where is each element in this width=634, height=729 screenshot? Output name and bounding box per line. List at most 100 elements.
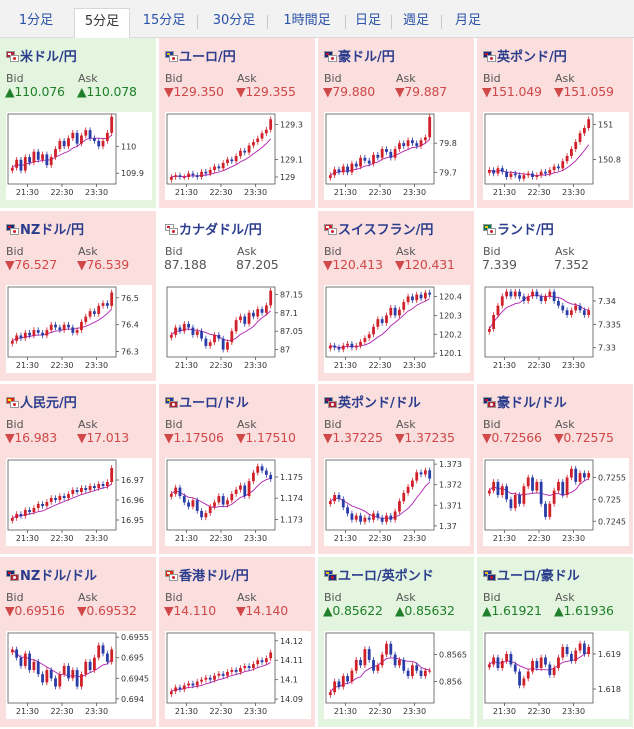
candle-body xyxy=(509,654,513,665)
pair-title[interactable]: ユーロ/豪ドル xyxy=(483,565,580,584)
tab-3[interactable]: 30分足 xyxy=(212,13,256,28)
candle-body xyxy=(367,649,371,660)
bid-label: Bid xyxy=(6,72,24,85)
pair-name: 英ポンド/円 xyxy=(497,50,567,65)
mini-candlestick-chart[interactable]: 87.15 87.1 87.05 87 21:30 22:30 23:30 xyxy=(165,285,311,373)
mini-candlestick-chart[interactable]: 7.34 7.335 7.33 21:30 22:30 23:30 xyxy=(483,285,629,373)
pair-title[interactable]: 香港ドル/円 xyxy=(165,565,249,584)
candle-body xyxy=(376,154,380,158)
rate-card[interactable]: 英ポンド/ドル Bid Ask ▼1.37225 ▼1.37235 1.373 1.372 1… xyxy=(318,384,474,554)
mini-candlestick-chart[interactable]: 79.8 79.7 21:30 22:30 23:30 xyxy=(324,112,470,200)
ask-label: Ask xyxy=(396,72,416,85)
pair-title[interactable]: ユーロ/英ポンド xyxy=(324,565,434,584)
mini-candlestick-chart[interactable]: 76.5 76.4 76.3 21:30 22:30 23:30 xyxy=(6,285,152,373)
candle-body xyxy=(84,130,88,136)
x-tick-label: 23:30 xyxy=(562,188,585,197)
candle-body xyxy=(428,116,432,138)
candle-body xyxy=(32,330,36,336)
pair-title[interactable]: 豪ドル/円 xyxy=(324,46,395,65)
rate-card[interactable]: カナダドル/円 Bid Ask 87.188 87.205 87.15 87.1 87.05 8… xyxy=(159,211,315,381)
rate-card[interactable]: 英ポンド/円 Bid Ask ▼151.049 ▼151.059 151 150.8 21:3… xyxy=(477,38,633,208)
mini-candlestick-chart[interactable]: 1.373 1.372 1.371 1.37 21:30 22:30 23:30 xyxy=(324,458,470,546)
rate-card[interactable]: ユーロ/英ポンド Bid Ask ▲0.85622 ▲0.85632 0.8565 0.85… xyxy=(318,557,474,727)
ask-label: Ask xyxy=(78,591,98,604)
pair-title[interactable]: 英ポンド/円 xyxy=(483,46,567,65)
pair-title[interactable]: 人民元/円 xyxy=(6,392,77,411)
pair-title[interactable]: ユーロ/円 xyxy=(165,46,236,65)
candle-body xyxy=(58,140,62,149)
candle-body xyxy=(45,502,49,506)
candle-body xyxy=(337,169,341,173)
mini-candlestick-chart[interactable]: 0.8565 0.856 21:30 22:30 23:30 xyxy=(324,631,470,719)
pair-title[interactable]: カナダドル/円 xyxy=(165,219,262,238)
pair-title[interactable]: NZドル/ドル xyxy=(6,565,97,584)
tab-5[interactable]: 日足 xyxy=(354,13,381,28)
mini-candlestick-chart[interactable]: 110 109.9 21:30 22:30 23:30 xyxy=(6,112,152,200)
candle-body xyxy=(557,301,560,306)
flag-icon xyxy=(165,397,178,408)
rate-card[interactable]: 香港ドル/円 Bid Ask ▼14.110 ▼14.140 14.12 14.11 14.1… xyxy=(159,557,315,727)
candle-body xyxy=(260,309,264,313)
mini-candlestick-chart[interactable]: 120.4 120.3 120.2 120.1 21:30 22:30 23:30 xyxy=(324,285,470,373)
rate-card[interactable]: 豪ドル/ドル Bid Ask ▼0.72566 ▼0.72575 0.7255 0.725 0… xyxy=(477,384,633,554)
x-tick-label: 21:30 xyxy=(16,534,39,543)
candle-body xyxy=(500,296,504,306)
rate-card[interactable]: ユーロ/円 Bid Ask ▼129.350 ▼129.355 129.3 129.1 129… xyxy=(159,38,315,208)
candle-body xyxy=(526,296,530,301)
pair-title[interactable]: スイスフラン/円 xyxy=(324,219,433,238)
candle-body xyxy=(204,171,208,174)
rate-card[interactable]: スイスフラン/円 Bid Ask ▼120.413 ▼120.431 120.4 120.3… xyxy=(318,211,474,381)
candle-body xyxy=(385,515,388,522)
chart-background xyxy=(483,631,629,719)
rate-card[interactable]: NZドル/円 Bid Ask ▼76.527 ▼76.539 76.5 76.4 76.3 21… xyxy=(0,211,156,381)
pair-title[interactable]: ランド/円 xyxy=(483,219,554,238)
rate-card[interactable]: ユーロ/豪ドル Bid Ask ▲1.61921 ▲1.61936 1.619 1.618 2… xyxy=(477,557,633,727)
y-tick-label: 151 xyxy=(598,121,613,130)
candle-body xyxy=(49,157,53,166)
moving-average-line xyxy=(330,481,431,519)
bid-label: Bid xyxy=(165,591,183,604)
pair-title[interactable]: 英ポンド/ドル xyxy=(324,392,421,411)
tab-1[interactable]: 5分足 xyxy=(74,8,130,38)
candle-body xyxy=(105,653,109,662)
mini-candlestick-chart[interactable]: 16.97 16.96 16.95 21:30 22:30 23:30 xyxy=(6,458,152,546)
bid-value: ▼14.110 xyxy=(164,603,216,618)
mini-candlestick-chart[interactable]: 129.3 129.1 129 21:30 22:30 23:30 xyxy=(165,112,311,200)
pair-title[interactable]: 豪ドル/ドル xyxy=(483,392,567,411)
tab-4[interactable]: 1時間足 xyxy=(283,13,331,28)
mini-candlestick-chart[interactable]: 0.6955 0.695 0.6945 0.694 21:30 22:30 23:30 xyxy=(6,631,152,719)
rate-card[interactable]: ランド/円 Bid Ask 7.339 7.352 7.34 7.335 7.33 21:30 2… xyxy=(477,211,633,381)
mini-candlestick-chart[interactable]: 1.175 1.174 1.173 21:30 22:30 23:30 xyxy=(165,458,311,546)
rate-card[interactable]: 人民元/円 Bid Ask ▼16.983 ▼17.013 16.97 16.96 16.95… xyxy=(0,384,156,554)
tab-6[interactable]: 週足 xyxy=(402,13,429,28)
pair-title[interactable]: 米ドル/円 xyxy=(6,46,77,65)
mini-candlestick-chart[interactable]: 151 150.8 21:30 22:30 23:30 xyxy=(483,112,629,200)
candle-body xyxy=(350,513,354,520)
tab-2[interactable]: 15分足 xyxy=(142,13,186,28)
pair-name: 米ドル/円 xyxy=(20,50,77,65)
candle-body xyxy=(587,647,591,654)
mini-candlestick-chart[interactable]: 0.7255 0.725 0.7245 21:30 22:30 23:30 xyxy=(483,458,629,546)
candle-body xyxy=(552,166,556,170)
mini-candlestick-chart[interactable]: 1.619 1.618 21:30 22:30 23:30 xyxy=(483,631,629,719)
pair-title[interactable]: ユーロ/ドル xyxy=(165,392,249,411)
candle-body xyxy=(518,175,521,179)
candle-body xyxy=(187,173,190,177)
bid-label: Bid xyxy=(324,245,342,258)
rate-card[interactable]: 米ドル/円 Bid Ask ▲110.076 ▲110.078 110 109.9 21:30… xyxy=(0,38,156,208)
rate-card[interactable]: NZドル/ドル Bid Ask ▼0.69516 ▼0.69532 0.6955 0.695… xyxy=(0,557,156,727)
candle-body xyxy=(49,498,53,502)
tab-0[interactable]: 1分足 xyxy=(18,13,54,28)
candle-body xyxy=(561,481,565,495)
pair-title[interactable]: NZドル/円 xyxy=(6,219,84,238)
rate-card[interactable]: ユーロ/ドル Bid Ask ▼1.17506 ▼1.17510 1.175 1.174 1.… xyxy=(159,384,315,554)
tab-7[interactable]: 月足 xyxy=(454,13,481,28)
candle-body xyxy=(187,323,190,328)
candle-body xyxy=(398,143,401,149)
candle-body xyxy=(548,291,552,297)
mini-candlestick-chart[interactable]: 14.12 14.11 14.1 14.09 21:30 22:30 23:30 xyxy=(165,631,311,719)
candle-body xyxy=(269,652,273,659)
candle-body xyxy=(23,653,27,666)
flag-icon xyxy=(483,51,496,62)
rate-card[interactable]: 豪ドル/円 Bid Ask ▼79.880 ▼79.887 79.8 79.7 21:30 22… xyxy=(318,38,474,208)
